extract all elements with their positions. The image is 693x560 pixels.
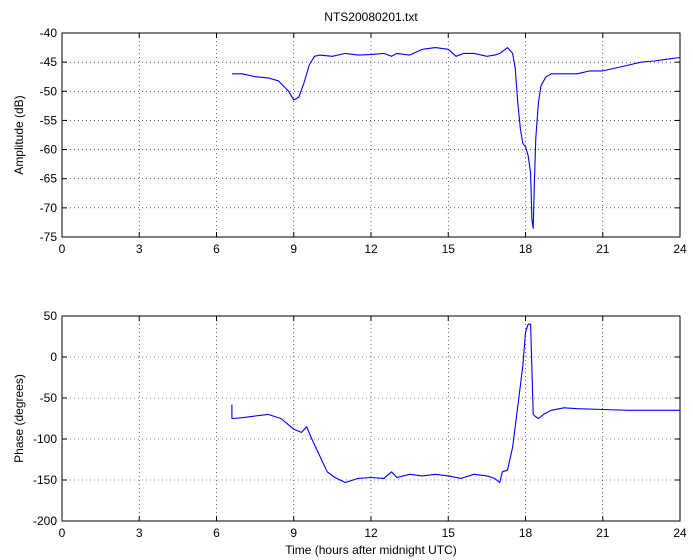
y-tick-label: -150	[33, 473, 57, 487]
y-tick-label: -70	[40, 201, 58, 215]
y-tick-label: -75	[40, 230, 58, 244]
x-tick-label: 21	[596, 526, 610, 540]
x-tick-label: 15	[442, 526, 456, 540]
x-axis-label: Time (hours after midnight UTC)	[285, 543, 457, 557]
y-tick-label: -45	[40, 55, 58, 69]
y-tick-label: -60	[40, 143, 58, 157]
series-line	[231, 323, 680, 484]
y-tick-label: -40	[40, 26, 58, 40]
y-tick-label: 50	[44, 309, 58, 323]
y-axis-label: Phase (degrees)	[12, 374, 26, 463]
x-tick-label: 0	[59, 242, 66, 256]
x-tick-label: 24	[673, 242, 687, 256]
axes-frame	[61, 32, 681, 238]
x-tick-label: 12	[364, 526, 378, 540]
y-tick-label: -50	[40, 391, 58, 405]
plot-area	[62, 316, 680, 521]
x-tick-label: 6	[213, 242, 220, 256]
x-tick-label: 6	[213, 526, 220, 540]
x-tick-label: 15	[442, 242, 456, 256]
x-tick-label: 18	[519, 242, 533, 256]
x-tick-label: 9	[290, 242, 297, 256]
x-tick-label: 21	[596, 242, 610, 256]
x-tick-label: 0	[59, 526, 66, 540]
x-tick-label: 3	[136, 526, 143, 540]
x-tick-label: 24	[673, 526, 687, 540]
plot-area	[62, 33, 680, 237]
x-tick-label: 18	[519, 526, 533, 540]
x-tick-label: 9	[290, 526, 297, 540]
y-tick-label: -50	[40, 84, 58, 98]
axes-frame	[61, 315, 681, 522]
y-axis-label: Amplitude (dB)	[12, 95, 26, 174]
y-tick-label: -200	[33, 514, 57, 528]
y-tick-label: -65	[40, 172, 58, 186]
y-tick-label: -100	[33, 432, 57, 446]
series-line	[231, 47, 681, 229]
y-tick-label: 0	[50, 350, 57, 364]
x-tick-label: 12	[364, 242, 378, 256]
chart-title: NTS20080201.txt	[324, 10, 418, 24]
y-tick-label: -55	[40, 113, 58, 127]
x-tick-label: 3	[136, 242, 143, 256]
